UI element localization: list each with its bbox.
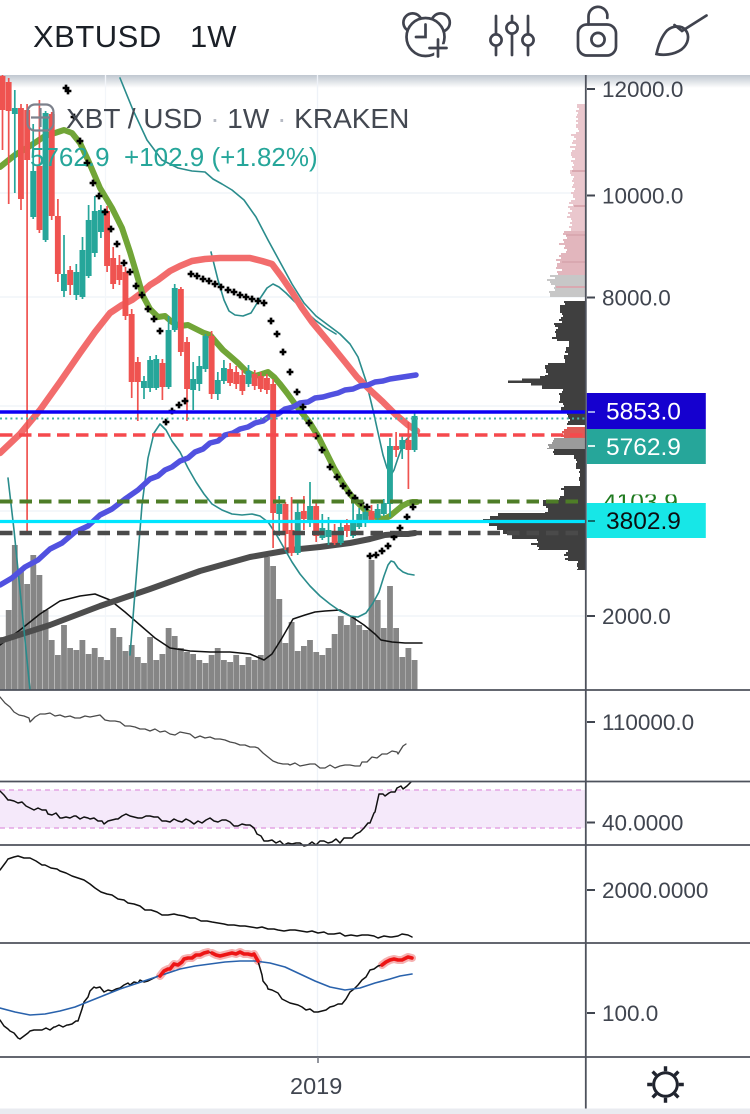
svg-text:1W: 1W	[190, 19, 237, 54]
svg-text:5853.0: 5853.0	[606, 399, 681, 426]
svg-text:XBT / USD · 1W · KRAKEN: XBT / USD · 1W · KRAKEN	[66, 103, 409, 134]
svg-text:110000.0: 110000.0	[602, 710, 694, 735]
svg-text:2000.0: 2000.0	[602, 604, 671, 629]
svg-text:12000.0: 12000.0	[602, 77, 683, 102]
svg-text:2019: 2019	[290, 1073, 342, 1099]
svg-text:8000.0: 8000.0	[602, 286, 671, 311]
svg-text:3802.9: 3802.9	[606, 508, 681, 535]
svg-text:40.0000: 40.0000	[602, 811, 683, 836]
svg-text:5762.9: 5762.9	[606, 434, 681, 461]
svg-text:4103.9: 4103.9	[603, 489, 678, 516]
svg-text:10000.0: 10000.0	[602, 184, 683, 209]
svg-text:100.0: 100.0	[602, 1001, 658, 1026]
svg-text:5762.9 +102.9 (+1.82%): 5762.9 +102.9 (+1.82%)	[30, 142, 318, 172]
svg-text:2000.0000: 2000.0000	[602, 878, 708, 903]
svg-text:XBTUSD: XBTUSD	[33, 19, 162, 54]
